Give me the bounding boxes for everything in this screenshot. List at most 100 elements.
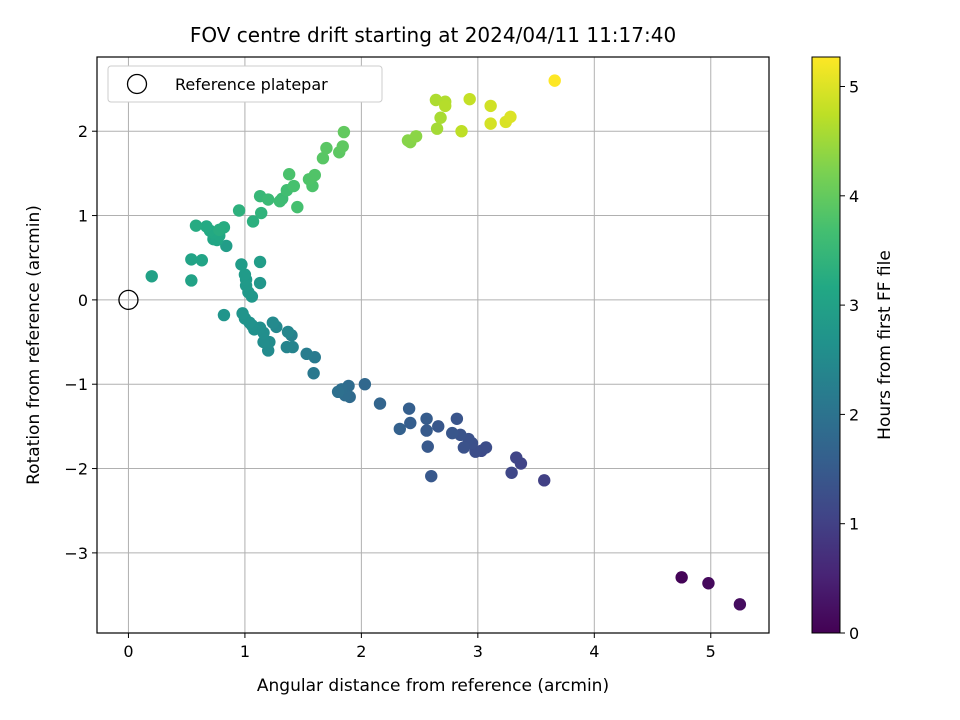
data-point xyxy=(145,270,158,283)
data-point xyxy=(185,274,198,287)
data-point xyxy=(320,141,333,155)
data-point xyxy=(420,412,433,425)
x-tick-label: 1 xyxy=(240,642,250,661)
data-point xyxy=(300,347,313,361)
data-point xyxy=(479,441,493,454)
data-point xyxy=(421,440,434,453)
colorbar-label: Hours from first FF file xyxy=(875,250,895,440)
data-point xyxy=(439,99,452,113)
data-point xyxy=(307,367,320,380)
chart-title: FOV centre drift starting at 2024/04/11 … xyxy=(190,23,676,47)
data-point xyxy=(463,92,476,106)
data-point xyxy=(213,223,226,237)
y-tick-label: −3 xyxy=(64,544,88,563)
colorbar-ticks: 0 1 2 3 4 5 xyxy=(840,78,859,643)
data-point xyxy=(281,325,295,339)
data-point xyxy=(232,204,246,217)
x-tick-label: 5 xyxy=(706,642,716,661)
data-point xyxy=(220,239,233,253)
y-tick-label: 2 xyxy=(78,122,88,141)
data-point xyxy=(675,571,688,584)
x-axis-ticks: 0 1 2 3 4 5 xyxy=(123,633,716,661)
data-point xyxy=(235,258,248,271)
data-point xyxy=(195,254,209,267)
colorbar-gradient xyxy=(811,56,841,634)
data-point xyxy=(733,598,747,611)
legend: Reference platepar xyxy=(107,65,383,103)
data-point xyxy=(262,193,275,206)
data-point xyxy=(217,308,231,322)
data-point xyxy=(429,93,443,107)
data-point xyxy=(434,111,447,124)
plot-area-frame xyxy=(96,56,770,634)
colorbar-tick-label: 5 xyxy=(849,78,859,97)
data-point xyxy=(425,469,438,483)
data-point xyxy=(538,474,551,487)
data-point xyxy=(253,255,267,269)
data-point xyxy=(337,125,351,139)
data-point xyxy=(246,215,260,228)
reference-marker xyxy=(118,289,139,311)
data-point xyxy=(450,412,464,425)
data-point xyxy=(280,340,294,354)
grid xyxy=(97,57,769,633)
data-point xyxy=(253,276,267,290)
data-point xyxy=(484,99,497,113)
data-point xyxy=(282,168,296,181)
data-point xyxy=(446,426,459,440)
x-tick-label: 3 xyxy=(473,642,483,661)
data-point xyxy=(273,195,287,208)
data-point xyxy=(291,200,304,214)
data-point xyxy=(430,122,444,135)
data-point xyxy=(331,385,345,399)
data-point xyxy=(236,307,249,320)
x-axis-label: Angular distance from reference (arcmin) xyxy=(257,676,609,696)
data-point xyxy=(420,424,433,437)
data-point xyxy=(373,397,387,410)
legend-marker-icon xyxy=(126,73,148,95)
data-point xyxy=(358,378,372,391)
data-point xyxy=(200,220,213,233)
colorbar-tick-label: 4 xyxy=(849,187,859,206)
data-point xyxy=(504,110,517,124)
data-point xyxy=(287,179,301,193)
colorbar-tick-label: 3 xyxy=(849,296,859,315)
x-tick-label: 4 xyxy=(589,642,599,661)
y-axis-ticks: −3 −2 −1 0 1 2 xyxy=(64,122,97,563)
data-point xyxy=(510,451,523,464)
x-tick-label: 0 xyxy=(123,642,133,661)
data-point xyxy=(409,130,423,143)
data-point xyxy=(266,316,280,329)
colorbar-tick-label: 1 xyxy=(849,515,859,534)
y-tick-label: −1 xyxy=(64,375,88,394)
data-point xyxy=(432,420,445,433)
x-tick-label: 2 xyxy=(356,642,366,661)
legend-box xyxy=(107,65,383,103)
data-point xyxy=(308,168,321,182)
reference-platepar-marker xyxy=(118,289,139,311)
data-point xyxy=(336,140,349,153)
data-point xyxy=(257,335,270,349)
data-points xyxy=(145,74,747,611)
y-tick-label: 1 xyxy=(78,207,88,226)
y-tick-label: −2 xyxy=(64,460,88,479)
colorbar-tick-label: 2 xyxy=(849,405,859,424)
data-point xyxy=(404,416,417,430)
data-point xyxy=(455,125,468,138)
data-point xyxy=(189,219,203,232)
data-point xyxy=(238,268,252,281)
data-point xyxy=(548,74,561,87)
data-point xyxy=(702,577,715,590)
data-point xyxy=(316,152,330,165)
colorbar: 0 1 2 3 4 5 Hours from first FF file xyxy=(811,56,895,643)
data-point xyxy=(255,206,268,220)
legend-entry-reference: Reference platepar xyxy=(175,75,328,94)
data-point xyxy=(185,253,198,266)
y-tick-label: 0 xyxy=(78,291,88,310)
colorbar-tick-label: 0 xyxy=(849,624,859,643)
data-point xyxy=(505,466,518,479)
data-point xyxy=(393,422,407,436)
y-axis-label: Rotation from reference (arcmin) xyxy=(24,205,44,485)
data-point xyxy=(457,441,471,454)
